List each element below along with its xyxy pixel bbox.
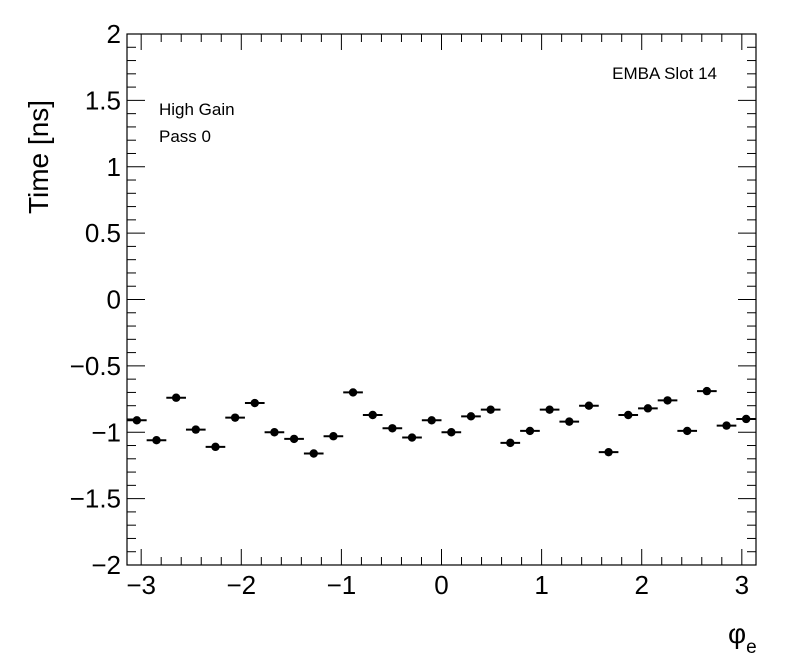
y-tick-label: −1 xyxy=(91,417,121,447)
x-axis-title-main: φ xyxy=(728,618,746,649)
x-tick-label: −1 xyxy=(327,570,357,600)
y-tick-label: −2 xyxy=(91,550,121,580)
y-tick-label: 1 xyxy=(107,152,121,182)
data-point xyxy=(624,410,633,420)
y-tick-labels: −2 −1.5 −1 −0.5 0 0.5 1 1.5 2 xyxy=(70,19,121,580)
data-point xyxy=(289,434,299,444)
data-point xyxy=(407,433,417,442)
data-point xyxy=(545,405,554,414)
data-point xyxy=(506,438,515,448)
data-point xyxy=(250,398,259,408)
data-point xyxy=(702,386,712,396)
data-point xyxy=(466,412,476,421)
x-tick-labels: −3 −2 −1 0 1 2 3 xyxy=(126,570,749,600)
y-tick-label: −1.5 xyxy=(70,484,121,514)
x-tick-label: 0 xyxy=(434,570,448,600)
y-tick-label: −0.5 xyxy=(70,351,121,381)
data-point xyxy=(132,416,142,425)
y-tick-label: 0.5 xyxy=(85,218,121,248)
data-points xyxy=(127,386,756,458)
x-tick-label: −2 xyxy=(226,570,256,600)
data-point xyxy=(525,426,535,436)
data-point xyxy=(191,425,200,434)
x-axis-title: φe xyxy=(728,618,757,658)
data-point xyxy=(270,428,279,437)
data-point xyxy=(211,442,220,452)
slot-label: EMBA Slot 14 xyxy=(612,64,717,83)
y-tick-label: 2 xyxy=(107,19,121,49)
data-point xyxy=(152,436,161,445)
y-tick-label: 1.5 xyxy=(85,85,121,115)
data-point xyxy=(348,388,358,397)
data-point xyxy=(486,405,495,414)
data-point xyxy=(604,447,613,457)
data-point xyxy=(643,404,653,413)
x-tick-label: 3 xyxy=(735,570,749,600)
y-axis-title: Time [ns] xyxy=(23,100,54,214)
data-point xyxy=(329,432,338,441)
gain-label: High Gain xyxy=(159,100,235,119)
data-point xyxy=(171,393,181,402)
data-point xyxy=(309,449,318,458)
data-point xyxy=(565,417,574,426)
data-point xyxy=(663,396,672,405)
pass-label: Pass 0 xyxy=(159,127,211,146)
x-tick-label: 2 xyxy=(634,570,648,600)
axis-ticks xyxy=(127,33,756,566)
data-point xyxy=(230,413,240,422)
data-point xyxy=(427,416,436,425)
data-point xyxy=(683,426,692,436)
data-point xyxy=(722,421,731,430)
data-point xyxy=(584,401,594,410)
data-point xyxy=(388,424,397,433)
data-point xyxy=(368,410,377,420)
x-axis-title-sub: e xyxy=(746,637,757,658)
data-point xyxy=(741,414,751,424)
x-tick-label: 1 xyxy=(534,570,548,600)
x-tick-label: −3 xyxy=(126,570,156,600)
y-tick-label: 0 xyxy=(107,285,121,315)
data-point xyxy=(447,428,456,437)
